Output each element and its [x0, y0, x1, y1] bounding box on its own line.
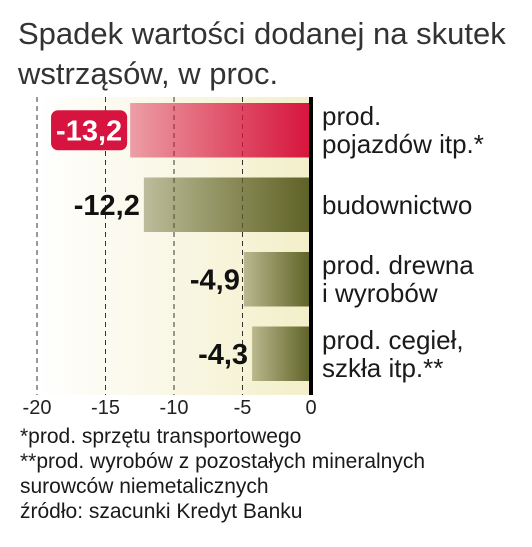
category-label: prod. cegieł, szkła itp.** — [322, 324, 464, 383]
bar — [243, 252, 311, 307]
value-label: -13,2 — [56, 115, 122, 147]
value-label: -12,2 — [74, 190, 140, 222]
value-label-box — [51, 110, 128, 151]
bar — [130, 103, 311, 158]
x-tick-label: -5 — [234, 397, 252, 419]
x-tick-label: -20 — [23, 397, 52, 419]
chart-title: Spadek wartości dodanej na skutek wstrzą… — [18, 16, 506, 91]
footnote: źródło: szacunki Kredyt Banku — [20, 500, 303, 523]
category-label: prod. pojazdów itp.* — [322, 101, 484, 160]
x-tick-label: 0 — [305, 397, 316, 419]
footnotes: *prod. sprzętu transportowego **prod. wyr… — [20, 424, 425, 524]
x-tick-label: -15 — [91, 397, 120, 419]
category-label: prod. drewna i wyrobów — [322, 250, 474, 309]
value-label: -4,9 — [190, 264, 240, 296]
value-label: -4,3 — [198, 339, 248, 371]
footnote: *prod. sprzętu transportowego — [20, 425, 302, 448]
footnote: **prod. wyrobów z pozostałych mineralnyc… — [20, 450, 426, 498]
x-tick-label: -10 — [160, 397, 189, 419]
bar — [252, 326, 311, 381]
category-label: budownictwo — [322, 189, 473, 220]
bar — [143, 177, 311, 232]
